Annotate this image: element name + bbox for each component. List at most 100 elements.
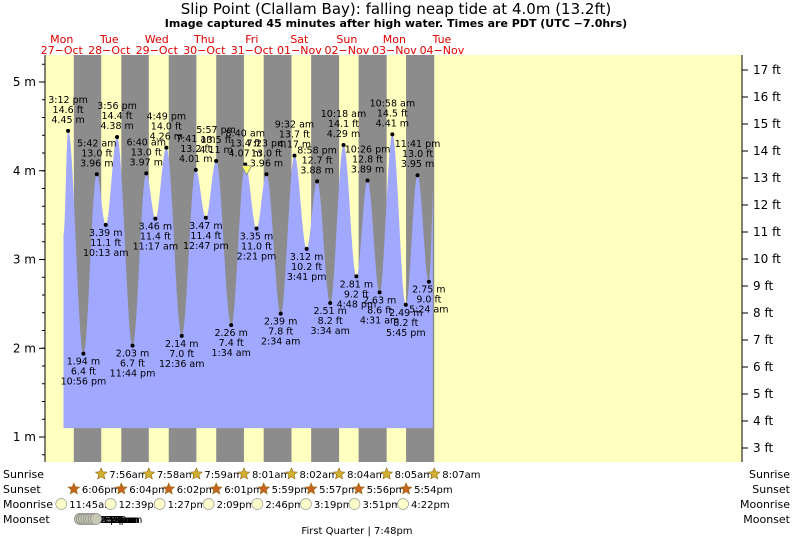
extreme-label: 6.7 ft: [120, 359, 145, 370]
row-label-sunset: Sunset: [3, 483, 41, 496]
extreme-label: 2.63 m: [363, 295, 396, 306]
moonrise-icon: [153, 498, 166, 510]
extreme-label: 4:49 pm: [147, 112, 187, 123]
extreme-label: 2.51 m: [313, 306, 346, 317]
moonset-time: 2:51am: [99, 515, 137, 526]
sunrise-star-icon: [189, 467, 203, 480]
moon-phase: First Quarter | 7:48pm: [301, 526, 412, 537]
extreme-point: [315, 179, 320, 184]
sunrise-time: 8:07am: [442, 470, 480, 481]
moonrise-time: 3:51pm: [363, 500, 402, 511]
extreme-label: 1.94 m: [67, 357, 100, 368]
sunset-time: 5:54pm: [414, 485, 453, 496]
extreme-point: [254, 226, 259, 231]
extreme-point: [304, 246, 309, 251]
day-date: 04−Nov: [420, 44, 465, 57]
moonset-time: 1:36am: [97, 515, 135, 526]
row-label-moonset: Moonset: [3, 513, 50, 526]
extreme-label: 3.95 m: [401, 159, 434, 170]
extreme-label: 4:48 pm: [337, 299, 377, 310]
extreme-label: 14.0 ft: [151, 122, 182, 133]
moonrise-icon: [55, 498, 68, 510]
day-date: 01−Nov: [277, 44, 322, 57]
extreme-label: 14.6 ft: [53, 105, 84, 116]
day-name: Fri: [245, 33, 258, 46]
y-tick-label-ft: 11 ft: [753, 225, 781, 239]
moonset-time: 11:13pm: [92, 515, 137, 526]
extreme-label: 5:42 am: [77, 138, 116, 149]
extreme-label: 2.39 m: [264, 317, 297, 328]
extreme-label: 1:34 am: [211, 348, 250, 359]
extreme-label: 13.2 ft: [180, 144, 211, 155]
extreme-label: 3.47 m: [189, 221, 222, 232]
y-tick-label-m: 1 m: [13, 430, 36, 444]
extreme-label: 11:17 am: [133, 242, 178, 253]
extreme-label: 8:40 am: [226, 129, 265, 140]
moonset-time: 12:24am: [94, 515, 139, 526]
day-name: Sun: [336, 33, 357, 46]
moonrise-time: 4:22pm: [411, 500, 450, 511]
extreme-point: [153, 216, 158, 221]
extreme-label: 13.0 ft: [251, 148, 282, 159]
sunset-star-icon: [114, 482, 128, 495]
extreme-label: 12:47 pm: [183, 241, 229, 252]
extreme-label: 5:24 am: [409, 305, 448, 316]
extreme-label: 4.11 m: [199, 145, 232, 156]
extreme-label: 10:26 pm: [345, 145, 391, 156]
extreme-label: 3.88 m: [300, 165, 333, 176]
day-name: Sat: [290, 33, 309, 46]
moonset-time: 4:05am: [102, 515, 140, 526]
y-tick-label-ft: 14 ft: [753, 144, 781, 158]
sunrise-time: 8:02am: [300, 470, 338, 481]
tide-area: [63, 130, 433, 429]
extreme-label: 7.8 ft: [268, 327, 293, 338]
extreme-label: 3.46 m: [139, 222, 172, 233]
row-label-sunset-right: Sunset: [752, 483, 790, 496]
extreme-label: 4.29 m: [327, 129, 360, 140]
sunset-star-icon: [352, 482, 366, 495]
sunrise-time: 7:59am: [204, 470, 242, 481]
day-date: 27−Oct: [41, 44, 84, 57]
sunset-star-icon: [257, 482, 271, 495]
sunrise-time: 8:05am: [395, 470, 433, 481]
extreme-label: 11:41 pm: [395, 139, 441, 150]
extreme-label: 9.0 ft: [416, 295, 441, 306]
extreme-label: 13.7 ft: [279, 130, 310, 141]
extreme-point: [403, 302, 408, 307]
extreme-label: 8.2 ft: [318, 316, 343, 327]
y-tick-label-ft: 8 ft: [753, 306, 773, 320]
sunrise-star-icon: [427, 467, 441, 480]
extreme-label: 7.4 ft: [219, 338, 244, 349]
extreme-label: 2.26 m: [214, 328, 247, 339]
sunset-time: 6:04pm: [129, 485, 168, 496]
y-tick-label-ft: 3 ft: [753, 441, 773, 455]
extreme-label: 3.96 m: [80, 158, 113, 169]
extreme-label: 2.81 m: [340, 279, 373, 290]
extreme-label: 3:34 am: [310, 326, 349, 337]
day-name: Mon: [383, 33, 406, 46]
row-label-moonset-right: Moonset: [743, 513, 790, 526]
day-name: Thu: [193, 33, 215, 46]
y-tick-label-ft: 9 ft: [753, 279, 773, 293]
sunset-time: 6:06pm: [82, 485, 121, 496]
extreme-label: 10.2 ft: [291, 262, 322, 273]
extreme-label: 14.4 ft: [102, 111, 133, 122]
extreme-point: [426, 279, 431, 284]
extreme-point: [94, 172, 99, 177]
moonrise-time: 12:39pm: [119, 500, 164, 511]
y-tick-label-ft: 15 ft: [753, 117, 781, 131]
sunrise-star-icon: [332, 467, 346, 480]
extreme-point: [390, 132, 395, 137]
extreme-label: 4.01 m: [179, 154, 212, 165]
sunset-time: 5:57pm: [319, 485, 358, 496]
extreme-point: [278, 311, 283, 316]
astronomy-rows: Sunrise Sunset Moonrise Moonset Sunrise …: [3, 467, 791, 537]
sunrise-star-icon: [142, 467, 156, 480]
chart-subtitle: Image captured 45 minutes after high wat…: [165, 17, 627, 30]
y-tick-label-m: 2 m: [13, 341, 36, 355]
extreme-label: 4.07 m: [229, 149, 262, 160]
moonrise-icon: [397, 498, 409, 510]
day-date: 30−Oct: [183, 44, 226, 57]
